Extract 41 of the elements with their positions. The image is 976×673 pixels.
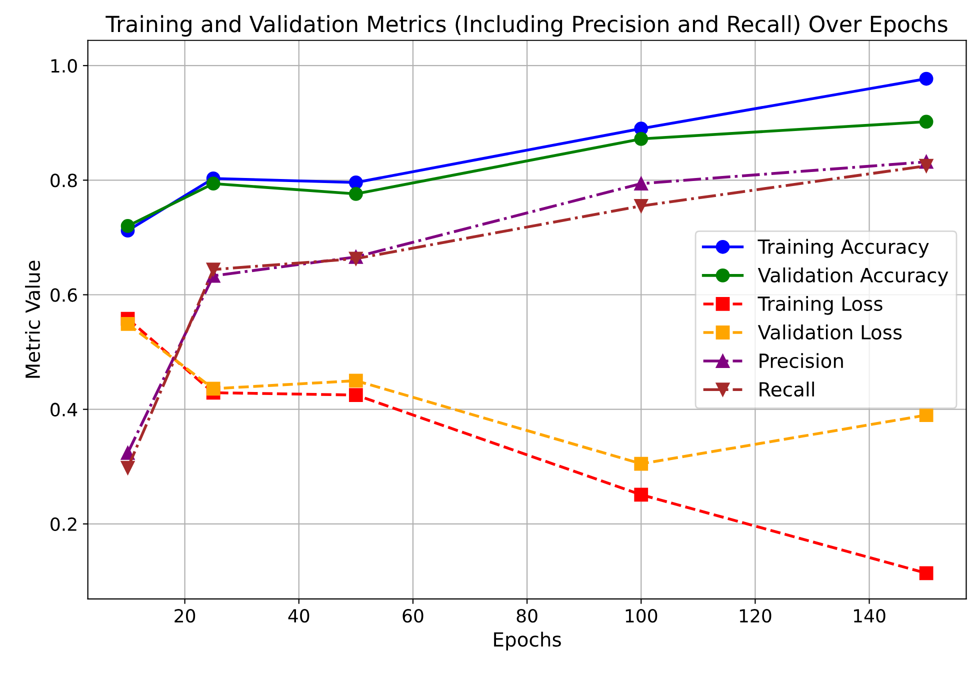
y-tick-label: 0.2 bbox=[50, 517, 76, 532]
x-tick-label: 20 bbox=[174, 609, 196, 623]
x-tick-label: 120 bbox=[740, 609, 772, 623]
point bbox=[120, 460, 135, 475]
point bbox=[206, 262, 220, 276]
x-axis-title: Epochs bbox=[494, 632, 561, 651]
y-tick-label: 0.6 bbox=[50, 288, 77, 302]
point bbox=[634, 488, 648, 502]
point bbox=[634, 456, 648, 471]
point bbox=[206, 176, 220, 191]
y-tick-label: 0.8 bbox=[50, 174, 77, 188]
point bbox=[634, 132, 648, 146]
point bbox=[634, 176, 648, 191]
y-tick-label: 1.0 bbox=[51, 59, 77, 73]
point bbox=[120, 219, 135, 233]
point bbox=[919, 114, 934, 129]
x-tick-label: 60 bbox=[402, 609, 424, 623]
x-tick-label: 100 bbox=[626, 609, 658, 623]
point bbox=[919, 158, 934, 173]
chart-title: Training and Validation Metrics (Including Precision and Recall) Over Epochs bbox=[106, 15, 948, 37]
point bbox=[348, 186, 363, 201]
legend-label: Training Accuracy bbox=[758, 238, 929, 258]
point bbox=[919, 72, 934, 86]
point bbox=[348, 374, 363, 388]
point bbox=[120, 317, 135, 331]
point bbox=[634, 199, 648, 213]
legend-label: Validation Accuracy bbox=[758, 267, 948, 286]
legend-label: Recall bbox=[760, 382, 814, 397]
y-axis-title: Metric Value bbox=[25, 260, 40, 378]
point bbox=[206, 382, 220, 396]
legend-label: Precision bbox=[760, 353, 843, 368]
point bbox=[348, 176, 363, 190]
point bbox=[919, 408, 934, 422]
x-tick-label: 80 bbox=[516, 609, 538, 623]
x-tick-label: 40 bbox=[288, 609, 310, 623]
x-tick-label: 140 bbox=[854, 609, 886, 623]
point bbox=[348, 388, 363, 402]
legend-label: Validation Loss bbox=[758, 324, 902, 340]
point bbox=[919, 566, 934, 580]
y-tick-label: 0.4 bbox=[50, 402, 78, 416]
legend-label: Training Loss bbox=[758, 296, 882, 315]
